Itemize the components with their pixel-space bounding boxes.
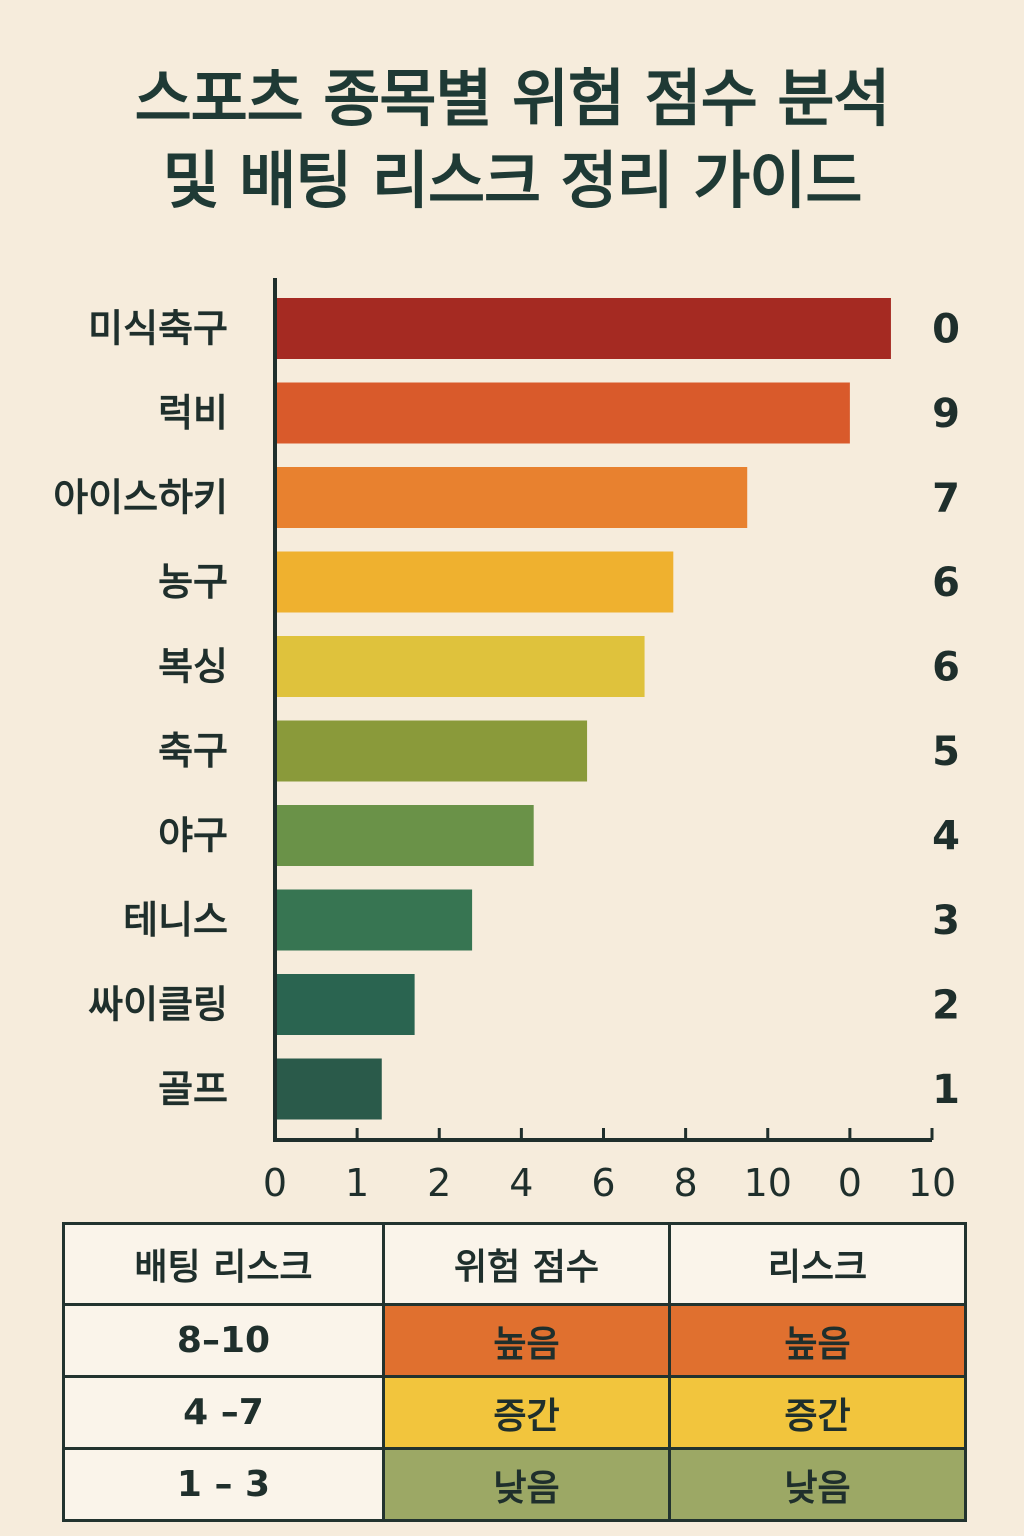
category-label: 미식축구: [88, 307, 228, 351]
risk-cell: 높음: [668, 1303, 967, 1378]
bar: [277, 551, 674, 613]
risk-cell: 증간: [668, 1375, 967, 1450]
value-label: 2: [932, 983, 960, 1029]
risk-cell: 낮음: [668, 1447, 967, 1522]
value-label: 7: [932, 476, 960, 522]
header-betting-risk: 배팅 리스크: [62, 1222, 385, 1306]
category-label: 싸이클링: [88, 983, 228, 1027]
bar: [277, 720, 588, 782]
bar: [277, 636, 645, 697]
category-label: 야구: [158, 814, 228, 858]
table-row: 8–10 높음 높음: [62, 1303, 967, 1378]
range-cell: 4 –7: [62, 1375, 385, 1450]
bar: [277, 889, 473, 951]
page-title: 스포츠 종목별 위험 점수 분석 및 배팅 리스크 정리 가이드: [0, 58, 1024, 222]
value-label: 6: [932, 645, 960, 691]
value-label: 1: [932, 1067, 960, 1113]
bar: [277, 382, 850, 444]
category-label: 럭비: [158, 391, 228, 435]
title-line-2: 및 배팅 리스크 정리 가이드: [162, 144, 863, 217]
x-tick-label: 8: [674, 1161, 698, 1205]
category-label: 골프: [158, 1067, 228, 1111]
legend-header-row: 배팅 리스크 위험 점수 리스크: [62, 1222, 967, 1306]
x-tick-label: 2: [427, 1161, 451, 1205]
category-label: 테니스: [123, 898, 228, 942]
bar: [277, 467, 748, 528]
x-tick-label: 10: [908, 1161, 956, 1205]
x-axis: 0 1 2 4 6 8 10 0 10: [263, 278, 956, 1205]
x-tick-label: 0: [838, 1161, 862, 1205]
category-label: 복싱: [158, 645, 228, 689]
header-risk: 리스크: [668, 1222, 967, 1306]
x-tick-label: 10: [744, 1161, 792, 1205]
category-label: 아이스하키: [53, 476, 228, 520]
value-label: 5: [932, 729, 960, 775]
title-line-1: 스포츠 종목별 위험 점수 분석: [134, 62, 891, 135]
table-row: 1 – 3 낮음 낮음: [62, 1447, 967, 1522]
value-labels: 0 9 7 6 6 5 4 3 2 1: [932, 307, 960, 1114]
value-label: 9: [932, 391, 960, 437]
score-cell: 높음: [382, 1303, 671, 1378]
value-label: 4: [932, 814, 960, 860]
score-cell: 낮음: [382, 1447, 671, 1522]
bar: [277, 805, 534, 866]
bar: [277, 1058, 382, 1120]
category-label: 농구: [158, 560, 228, 604]
table-row: 4 –7 증간 증간: [62, 1375, 967, 1450]
bars-layer: [277, 298, 891, 1120]
range-cell: 8–10: [62, 1303, 385, 1378]
score-cell: 증간: [382, 1375, 671, 1450]
x-tick-label: 4: [509, 1161, 533, 1205]
header-risk-score: 위험 점수: [382, 1222, 671, 1306]
category-label: 축구: [158, 729, 228, 773]
bar: [277, 298, 891, 359]
value-label: 0: [932, 307, 960, 353]
range-cell: 1 – 3: [62, 1447, 385, 1522]
x-tick-label: 6: [591, 1161, 615, 1205]
x-tick-label: 1: [345, 1161, 369, 1205]
value-label: 3: [932, 898, 960, 944]
risk-legend-table: 배팅 리스크 위험 점수 리스크 8–10 높음 높음 4 –7 증간 증간 1…: [62, 1222, 967, 1522]
x-tick-label: 0: [263, 1161, 287, 1205]
bar: [277, 974, 415, 1035]
value-label: 6: [932, 560, 960, 606]
